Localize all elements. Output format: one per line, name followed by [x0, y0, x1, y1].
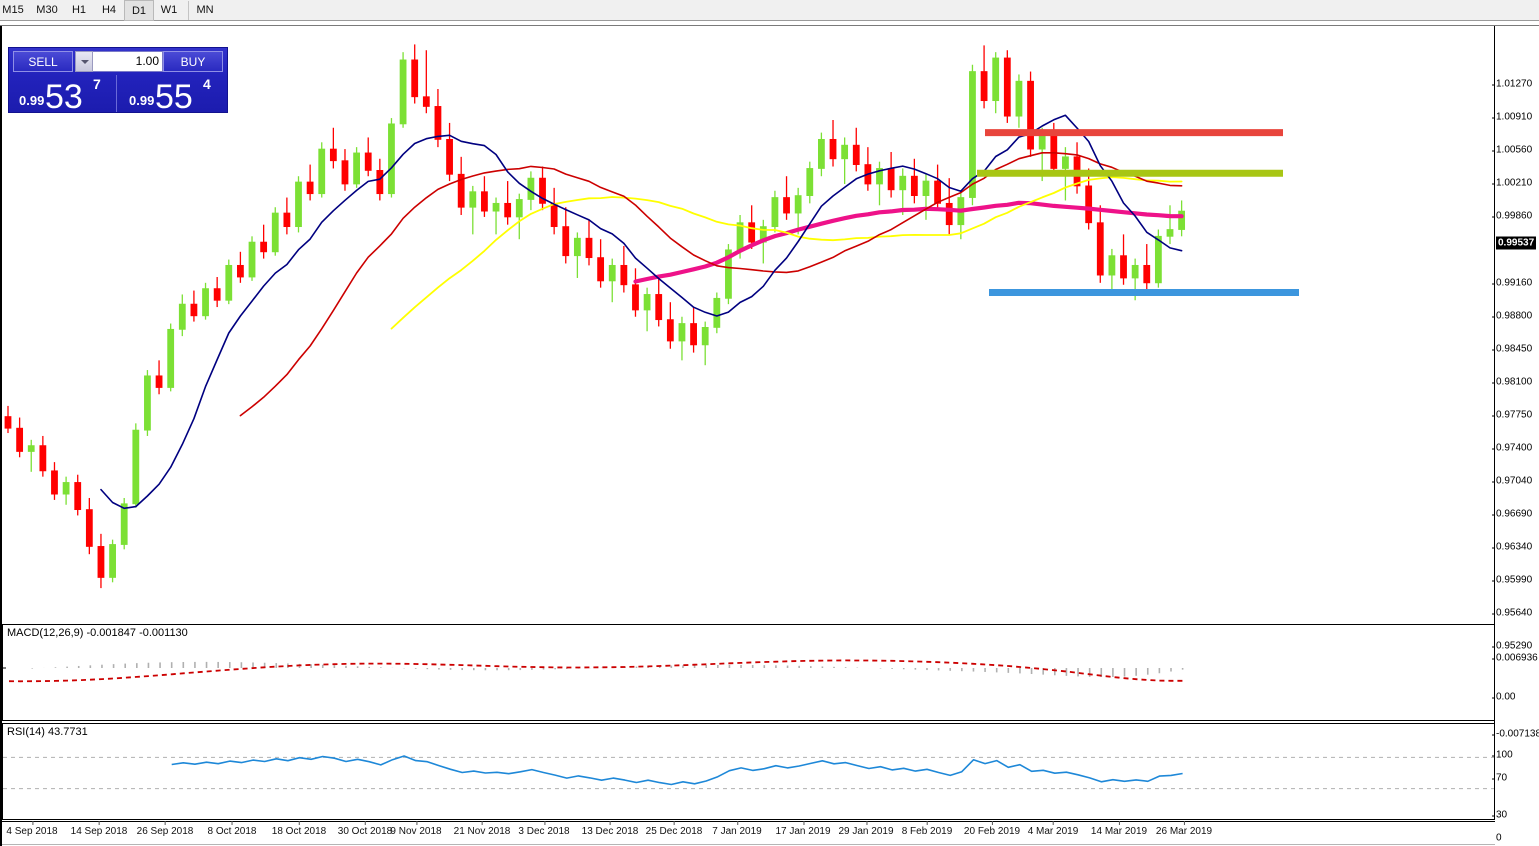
date-tick-label: 3 Dec 2018	[518, 821, 570, 837]
axis-tick-label: 70	[1491, 772, 1508, 784]
date-tick-label: 4 Mar 2019	[1027, 821, 1079, 837]
window-left-border	[0, 26, 2, 846]
date-tick-label: 17 Jan 2019	[775, 821, 831, 837]
axis-tick-label: 0.98450	[1491, 343, 1533, 355]
axis-tick-label: 100	[1492, 749, 1513, 761]
timeframe-tab-m30[interactable]: M30	[36, 4, 58, 16]
date-tick-label: 7 Jan 2019	[712, 821, 762, 837]
macd-pane[interactable]: MACD(12,26,9) -0.001847 -0.001130	[2, 624, 1495, 721]
timeframe-tab-m15[interactable]: M15	[2, 4, 24, 16]
sell-price-major: 53	[45, 78, 83, 116]
date-tick-label: 20 Feb 2019	[963, 821, 1021, 837]
date-tick-label: 25 Dec 2018	[645, 821, 703, 837]
axis-tick-label: 0.99160	[1491, 277, 1533, 289]
axis-tick-label: 0.98100	[1491, 376, 1533, 388]
sell-price-fraction: 7	[93, 76, 101, 92]
axis-tick-label: 0.97040	[1491, 475, 1533, 487]
timeframe-tab-h4[interactable]: H4	[101, 4, 117, 16]
date-tick-label: 4 Sep 2018	[6, 821, 58, 837]
date-tick-label: 9 Nov 2018	[390, 821, 442, 837]
axis-tick-label: 0.95990	[1491, 574, 1533, 586]
buy-price-major: 55	[155, 78, 193, 116]
timeframe-toolbar: M15 M30 H1 H4 D1 W1 MN	[0, 0, 1539, 21]
axis-tick-label: -0.007138	[1491, 729, 1539, 740]
chevron-down-icon[interactable]	[75, 51, 93, 72]
buy-button[interactable]: BUY	[163, 51, 223, 72]
axis-tick-label: 0.97400	[1491, 442, 1533, 454]
axis-tick-label: 1.00560	[1491, 144, 1533, 156]
axis-tick-label: 1.00210	[1491, 177, 1533, 189]
rsi-label: RSI(14) 43.7731	[7, 726, 88, 738]
date-tick-label: 8 Feb 2019	[901, 821, 953, 837]
axis-tick-label: 0.95640	[1491, 607, 1533, 619]
volume-input[interactable]: 1.00	[75, 51, 163, 72]
one-click-trading-panel[interactable]: SELL 1.00 BUY 0.99 53 7 0.99 55 4	[8, 47, 228, 116]
date-tick-label: 18 Oct 2018	[271, 821, 327, 837]
sell-price-display[interactable]: 0.99 53 7	[11, 75, 117, 116]
macd-label: MACD(12,26,9) -0.001847 -0.001130	[7, 627, 188, 639]
current-price-label: 0.99537	[1496, 236, 1537, 250]
date-tick-label: 8 Oct 2018	[207, 821, 257, 837]
price-chart-svg	[4, 44, 1299, 589]
date-tick-label: 30 Oct 2018	[337, 821, 393, 837]
price-pane[interactable]	[2, 26, 1495, 623]
axis-tick-label: 0.95290	[1491, 640, 1533, 652]
timeframe-tab-d1[interactable]: D1	[124, 0, 154, 21]
axis-tick-label: 1.01270	[1491, 78, 1533, 90]
date-tick-label: 26 Mar 2019	[1155, 821, 1213, 837]
rsi-chart-svg	[3, 755, 1494, 790]
chart-window: USDCHF,Daily0.99557 0.99576 0.99438 0.99…	[0, 25, 1539, 846]
axis-tick-label: 0.97750	[1491, 409, 1533, 421]
buy-price-display[interactable]: 0.99 55 4	[121, 75, 227, 116]
buy-price-fraction: 4	[203, 76, 211, 92]
timeframe-tab-h1[interactable]: H1	[71, 4, 87, 16]
sell-price-prefix: 0.99	[19, 93, 45, 108]
axis-tick-label: 0.98800	[1491, 310, 1533, 322]
axis-tick-label: 0.96340	[1491, 541, 1533, 553]
axis-tick-label: 0.00	[1491, 691, 1516, 703]
date-tick-label: 14 Mar 2019	[1090, 821, 1148, 837]
buy-price-prefix: 0.99	[129, 93, 155, 108]
timeframe-tab-mn[interactable]: MN	[196, 4, 214, 16]
timeframe-tab-w1[interactable]: W1	[160, 4, 178, 16]
date-tick-label: 21 Nov 2018	[453, 821, 511, 837]
axis-tick-label: 30	[1491, 809, 1508, 821]
rsi-pane[interactable]: RSI(14) 43.7731	[2, 723, 1495, 820]
date-tick-label: 26 Sep 2018	[136, 821, 194, 837]
date-axis[interactable]: 4 Sep 2018 14 Sep 2018 26 Sep 2018 8 Oct 20…	[2, 821, 1495, 845]
axis-tick-label: 0.96690	[1491, 508, 1533, 520]
axis-tick-label: 1.00910	[1491, 111, 1533, 123]
axis-tick-label: 0.99860	[1491, 210, 1533, 222]
date-tick-label: 14 Sep 2018	[70, 821, 128, 837]
scale-divider	[1494, 26, 1495, 820]
axis-tick-label: 0	[1492, 832, 1502, 844]
macd-chart-svg	[3, 659, 1184, 683]
volume-value: 1.00	[135, 54, 159, 68]
date-tick-label: 13 Dec 2018	[581, 821, 639, 837]
sell-button[interactable]: SELL	[13, 51, 73, 72]
date-tick-label: 29 Jan 2019	[838, 821, 894, 837]
toolbar-separator	[188, 1, 189, 20]
axis-tick-label: 0.006936	[1492, 652, 1538, 664]
